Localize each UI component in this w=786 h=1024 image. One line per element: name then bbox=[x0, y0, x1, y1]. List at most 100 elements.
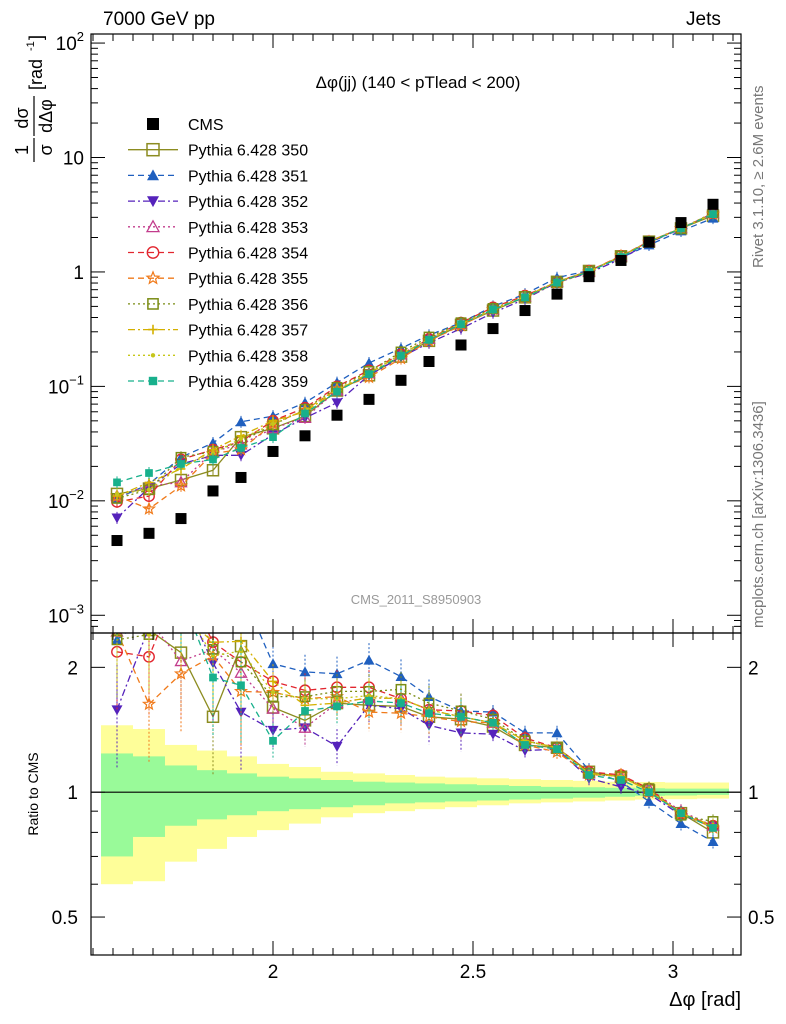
ylabel-fraction-denominator: σ bbox=[36, 144, 56, 155]
ratio-point bbox=[395, 671, 407, 681]
ratio-uncertainty-bands bbox=[91, 725, 741, 885]
legend-item: Pythia 6.428 358 bbox=[128, 348, 308, 365]
data-point bbox=[173, 478, 189, 492]
ratio-point bbox=[144, 615, 155, 625]
cms-data-point bbox=[331, 409, 343, 421]
data-point bbox=[146, 487, 152, 492]
ratio-point bbox=[585, 771, 593, 779]
stat-uncertainty-band bbox=[477, 785, 509, 801]
ratio-point bbox=[176, 590, 187, 600]
ratio-point bbox=[141, 696, 157, 711]
data-point bbox=[145, 469, 153, 477]
data-point bbox=[141, 501, 157, 515]
axes-layer: 102 10 1 10−1 10−2 10−3 2 2 1 1 0.5 0.5 2 2.5 3 bbox=[48, 29, 774, 983]
cms-data-point bbox=[235, 471, 247, 483]
ratio-point bbox=[707, 836, 719, 847]
ylabel-unit: [rad bbox=[26, 59, 46, 90]
cms-data-point bbox=[643, 236, 655, 248]
ratio-point bbox=[331, 668, 343, 679]
legend-marker bbox=[147, 298, 159, 310]
legend-label: Pythia 6.428 353 bbox=[188, 220, 308, 237]
data-point bbox=[365, 370, 373, 378]
ratio-point bbox=[617, 776, 625, 784]
ratio-point bbox=[361, 704, 377, 719]
main-series-layer bbox=[109, 198, 721, 547]
data-point bbox=[331, 398, 343, 409]
ratio-y-tick-label: 2 bbox=[67, 658, 78, 679]
ratio-series-layer bbox=[110, 565, 721, 849]
ratio-point bbox=[267, 725, 279, 736]
data-point bbox=[709, 210, 717, 218]
data-point bbox=[113, 478, 121, 487]
ratio-line bbox=[195, 633, 714, 829]
ratio-point bbox=[179, 601, 183, 605]
ratio-point bbox=[176, 565, 187, 575]
ratio-point bbox=[457, 712, 465, 721]
ratio-series-pythia-6.428-359 bbox=[116, 633, 717, 836]
ratio-point bbox=[173, 666, 189, 680]
legend-item: Pythia 6.428 353 bbox=[128, 219, 308, 237]
data-point bbox=[114, 491, 120, 497]
legend-marker bbox=[148, 324, 158, 335]
ratio-point bbox=[397, 699, 405, 707]
y-tick-label: 10−1 bbox=[48, 372, 84, 398]
legend: CMS Pythia 6.428 350 Pythia 6.428 351 Pythi… bbox=[128, 117, 308, 391]
stat-uncertainty-band bbox=[227, 773, 257, 816]
cms-data-point bbox=[175, 513, 187, 525]
data-point bbox=[269, 433, 277, 442]
cms-data-point bbox=[143, 527, 155, 539]
data-point bbox=[489, 305, 497, 314]
legend-label: Pythia 6.428 350 bbox=[188, 143, 308, 160]
data-point bbox=[237, 444, 245, 452]
ratio-line bbox=[116, 633, 714, 823]
data-point bbox=[209, 455, 217, 464]
ratio-line bbox=[116, 633, 714, 829]
analysis-watermark: CMS_2011_S8950903 bbox=[351, 592, 482, 607]
ratio-point bbox=[265, 684, 281, 699]
legend-item: Pythia 6.428 352 bbox=[128, 194, 308, 211]
legend-item: Pythia 6.428 351 bbox=[128, 168, 308, 185]
stat-uncertainty-band bbox=[385, 782, 415, 804]
data-point bbox=[235, 416, 247, 427]
ratio-line bbox=[116, 633, 714, 843]
ratio-point bbox=[301, 707, 309, 715]
ratio-point bbox=[237, 681, 245, 690]
header-right: Jets bbox=[686, 9, 721, 30]
legend-marker bbox=[147, 196, 159, 208]
ylabel-unit-sup: -1 bbox=[25, 41, 37, 51]
stat-uncertainty-band bbox=[321, 780, 353, 808]
series-line bbox=[116, 213, 714, 495]
data-point bbox=[457, 320, 465, 328]
stat-uncertainty-band bbox=[133, 756, 165, 837]
ratio-point bbox=[365, 697, 373, 705]
ratio-point bbox=[270, 690, 276, 695]
ratio-point bbox=[145, 603, 154, 612]
ratio-point bbox=[208, 613, 219, 623]
ratio-point bbox=[675, 818, 687, 828]
ratio-point bbox=[366, 693, 372, 698]
ratio-point bbox=[238, 648, 244, 654]
data-point bbox=[425, 336, 433, 344]
ratio-point bbox=[551, 727, 563, 738]
main-series-cms bbox=[111, 198, 719, 547]
data-point bbox=[238, 436, 244, 441]
ratio-point bbox=[709, 824, 717, 832]
ratio-point bbox=[236, 585, 247, 595]
main-ylabel: 1 σ dσ dΔφ [rad -1 ] bbox=[12, 35, 56, 162]
legend-label: Pythia 6.428 355 bbox=[188, 271, 308, 288]
plot-frames bbox=[90, 33, 742, 956]
x-axis-label: Δφ [rad] bbox=[669, 989, 741, 1011]
ratio-point bbox=[645, 788, 653, 797]
ratio-point bbox=[210, 653, 216, 659]
ratio-y-tick-label: 1 bbox=[67, 783, 78, 804]
y-tick-label: 102 bbox=[56, 29, 84, 55]
cms-data-point bbox=[519, 305, 531, 317]
y-tick-label: 10−2 bbox=[48, 487, 84, 513]
legend-label: Pythia 6.428 354 bbox=[188, 246, 308, 263]
ratio-frame bbox=[90, 632, 742, 956]
ratio-y-tick-label: 0.5 bbox=[52, 908, 78, 929]
y-tick-label: 10−3 bbox=[48, 601, 84, 627]
ylabel-derivative-denominator: dΔφ bbox=[36, 99, 56, 133]
legend-marker bbox=[147, 169, 159, 181]
legend-item: Pythia 6.428 350 bbox=[128, 143, 308, 160]
